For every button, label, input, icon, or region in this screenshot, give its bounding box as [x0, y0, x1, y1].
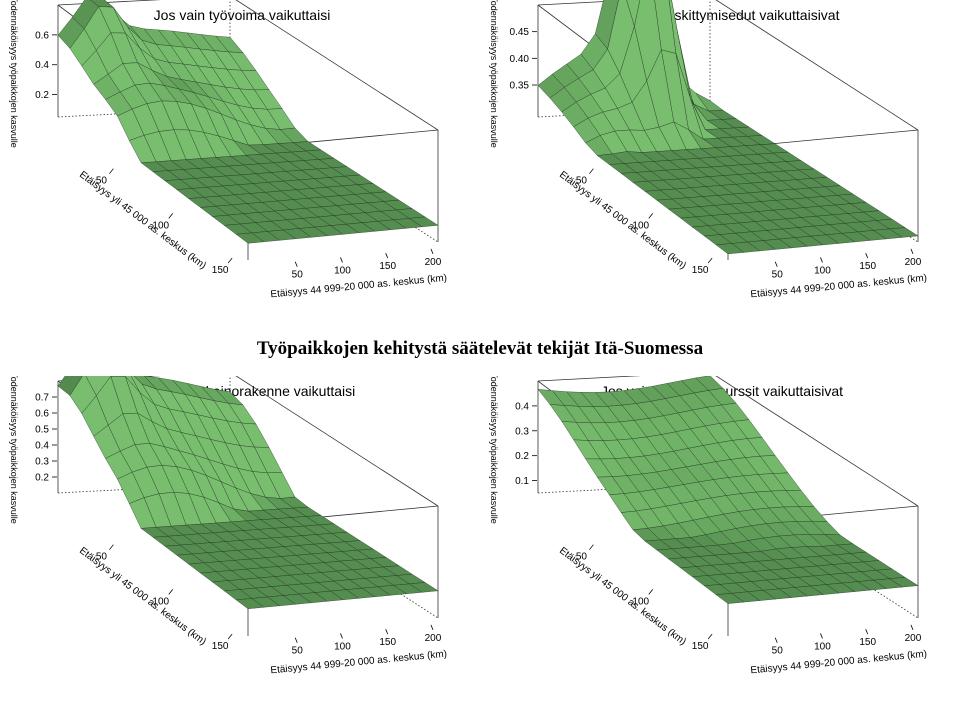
x-tick-label: 100: [632, 220, 649, 231]
z-tick-label: 0.45: [510, 27, 530, 38]
y-tick-mark: [910, 624, 914, 631]
surface-plot-labour: Jos vain työvoima vaikuttaisi 50 100 150 Etä…: [0, 0, 480, 340]
z-tick-label: 0.4: [35, 441, 49, 452]
z-axis-label: Todennäköisyys työpaikkojen kasvulle: [9, 0, 19, 148]
x-tick-mark: [648, 589, 654, 595]
y-tick-mark: [385, 628, 389, 635]
z-axis-label: Todennäköisyys työpaikkojen kasvulle: [9, 376, 19, 524]
y-tick-mark: [774, 261, 778, 267]
x-tick-label: 50: [576, 552, 588, 563]
chart-title: Jos vain työvoima vaikuttaisi: [154, 7, 331, 23]
y-tick-label: 100: [814, 641, 831, 652]
z-tick-label: 0.6: [35, 30, 49, 41]
surface-facet: [715, 593, 745, 604]
surface-plot-natural-resources: Jos vain luonnonresurssit vaikuttaisivat…: [480, 376, 960, 716]
y-tick-mark: [340, 257, 343, 263]
z-axis-label: Todennäköisyys työpaikkojen kasvulle: [489, 0, 499, 148]
z-tick-label: 0.2: [35, 473, 49, 484]
y-tick-mark: [430, 248, 434, 255]
z-tick-label: 0.3: [515, 426, 529, 437]
y-tick-mark: [774, 637, 778, 643]
y-tick-mark: [294, 637, 298, 643]
x-tick-mark: [168, 589, 174, 595]
z-tick-label: 0.4: [35, 60, 49, 71]
surface-facet: [57, 376, 83, 396]
page-title: Työpaikkojen kehitystä säätelevät tekijä…: [256, 338, 704, 359]
x-tick-label: 100: [632, 596, 649, 607]
x-tick-mark: [227, 257, 233, 264]
x-tick-mark: [227, 633, 233, 640]
box-edge: [715, 376, 919, 507]
x-tick-mark: [589, 168, 594, 174]
y-tick-mark: [340, 633, 343, 639]
box-edge: [715, 0, 919, 131]
surface-facet: [235, 598, 265, 609]
box-edge: [537, 376, 642, 382]
z-tick-label: 0.3: [35, 457, 49, 468]
x-tick-label: 150: [692, 641, 709, 652]
x-tick-mark: [707, 633, 713, 640]
y-tick-label: 100: [814, 265, 831, 276]
y-tick-label: 100: [334, 265, 351, 276]
z-tick-label: 0.4: [515, 401, 529, 412]
y-tick-label: 50: [772, 646, 784, 657]
surface-facet: [235, 232, 265, 244]
y-tick-mark: [910, 248, 914, 255]
y-tick-label: 50: [292, 270, 304, 281]
x-axis-label: Etäisyys yli 45 000 as. keskus (km): [557, 545, 688, 647]
x-tick-mark: [589, 544, 594, 550]
y-tick-label: 200: [425, 257, 442, 268]
surface-plot-industry-structure: Jos vain elinkeinorakenne vaikuttaisi 50 1…: [0, 376, 480, 716]
x-tick-label: 150: [212, 265, 229, 276]
y-tick-mark: [385, 252, 389, 259]
surface-facet: [715, 243, 745, 255]
z-tick-label: 0.2: [35, 90, 49, 101]
y-tick-mark: [865, 252, 869, 259]
x-tick-label: 50: [576, 176, 588, 187]
z-tick-label: 0.6: [35, 409, 49, 420]
surface-plot-agglomeration: Jos vain keskittymisedut vaikuttaisivat 5…: [480, 0, 960, 340]
z-tick-label: 0.5: [35, 425, 49, 436]
y-tick-label: 200: [905, 633, 922, 644]
y-tick-mark: [865, 628, 869, 635]
y-tick-mark: [430, 624, 434, 631]
y-tick-label: 150: [859, 261, 876, 272]
x-tick-mark: [109, 544, 114, 550]
x-tick-mark: [648, 213, 654, 219]
y-tick-label: 100: [334, 641, 351, 652]
y-tick-label: 200: [425, 633, 442, 644]
y-tick-label: 150: [379, 261, 396, 272]
x-tick-mark: [168, 213, 174, 219]
y-tick-label: 150: [859, 637, 876, 648]
x-tick-label: 50: [96, 176, 108, 187]
y-tick-label: 200: [905, 257, 922, 268]
y-tick-label: 150: [379, 637, 396, 648]
x-tick-label: 150: [692, 265, 709, 276]
x-tick-label: 50: [96, 552, 108, 563]
z-tick-label: 0.35: [510, 81, 530, 92]
box-edge: [235, 0, 439, 131]
z-tick-label: 0.40: [510, 54, 530, 65]
y-tick-label: 50: [772, 270, 784, 281]
y-tick-mark: [820, 257, 823, 263]
z-tick-label: 0.7: [35, 393, 49, 404]
x-tick-mark: [109, 168, 114, 174]
x-tick-mark: [707, 257, 713, 264]
x-tick-label: 100: [152, 220, 169, 231]
box-edge: [235, 376, 439, 507]
y-tick-mark: [820, 633, 823, 639]
y-tick-label: 50: [292, 646, 304, 657]
y-tick-mark: [294, 261, 298, 267]
z-tick-label: 0.2: [515, 451, 529, 462]
z-axis-label: Todennäköisyys työpaikkojen kasvulle: [489, 376, 499, 524]
x-tick-label: 150: [212, 641, 229, 652]
x-tick-label: 100: [152, 596, 169, 607]
z-tick-label: 0.1: [515, 476, 529, 487]
